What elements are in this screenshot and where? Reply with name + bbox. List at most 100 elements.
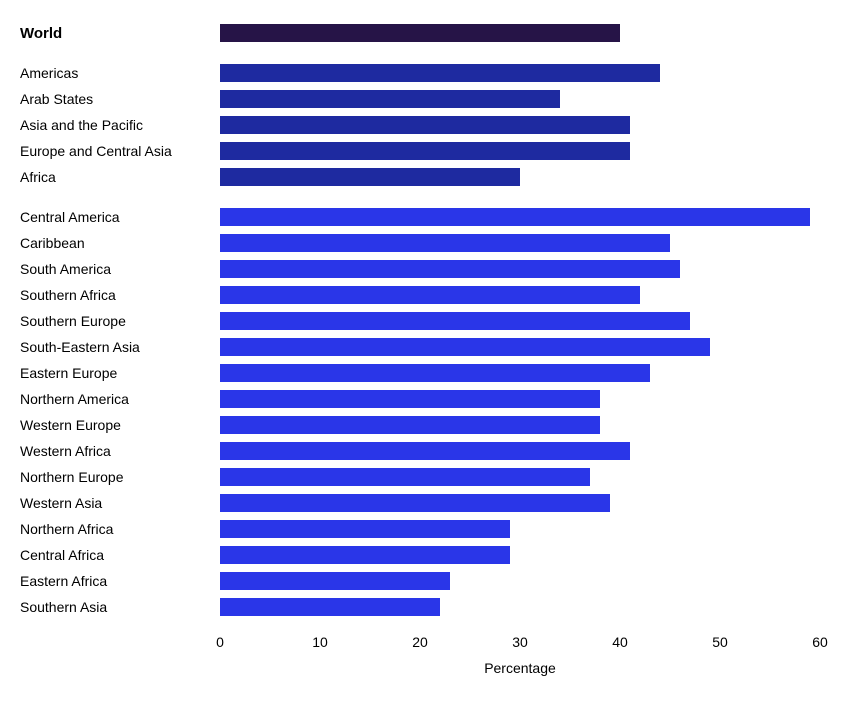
bar [220,598,440,616]
bar [220,312,690,330]
bar-track [220,442,820,460]
bar-row: Americas [20,60,845,86]
bar-row: Central Africa [20,542,845,568]
bar-row: Northern America [20,386,845,412]
bar-label: Americas [20,65,220,81]
bar-row: Western Europe [20,412,845,438]
bar-track [220,208,820,226]
x-axis-area: 0 10 20 30 40 50 60 [20,634,845,656]
bar [220,90,560,108]
bar [220,390,600,408]
bar-row: Western Asia [20,490,845,516]
bar-group-subregions: Central America Caribbean South America Sou… [20,204,845,620]
bar [220,338,710,356]
bar-track [220,64,820,82]
x-tick: 10 [312,634,328,650]
bar [220,24,620,42]
axis-title-spacer [20,660,220,676]
bar [220,260,680,278]
bar-track [220,468,820,486]
bar-track [220,494,820,512]
bar-track [220,520,820,538]
axis-spacer [20,634,220,656]
bar-row: Northern Africa [20,516,845,542]
bar-label: Africa [20,169,220,185]
bar-track [220,364,820,382]
bar [220,546,510,564]
bar-track [220,286,820,304]
bar-track [220,338,820,356]
bar-row: Central America [20,204,845,230]
bar-label: Arab States [20,91,220,107]
bar-label: Central Africa [20,547,220,563]
bar-track [220,572,820,590]
bar-track [220,416,820,434]
bar-label: Eastern Africa [20,573,220,589]
bar-row: Arab States [20,86,845,112]
bar-label: Western Europe [20,417,220,433]
bar [220,520,510,538]
bar-label: Southern Asia [20,599,220,615]
bar [220,208,810,226]
bar-row: Africa [20,164,845,190]
x-axis-title: Percentage [220,660,820,676]
bar-row: Eastern Europe [20,360,845,386]
bar [220,286,640,304]
bar-label: Caribbean [20,235,220,251]
bar [220,364,650,382]
bar-track [220,116,820,134]
bar-row: Southern Europe [20,308,845,334]
bar-row: South-Eastern Asia [20,334,845,360]
bar-track [220,234,820,252]
bar [220,234,670,252]
bar-label: South-Eastern Asia [20,339,220,355]
bar [220,168,520,186]
bar-label: Europe and Central Asia [20,143,220,159]
bar-label: World [20,25,220,42]
bar-group-regions: Americas Arab States Asia and the Pacific E… [20,60,845,190]
x-tick: 20 [412,634,428,650]
bar-row: Western Africa [20,438,845,464]
bar [220,64,660,82]
bar-track [220,90,820,108]
bar-track [220,312,820,330]
bar-label: Northern America [20,391,220,407]
bar [220,416,600,434]
bar-label: Eastern Europe [20,365,220,381]
bar-row: Eastern Africa [20,568,845,594]
bar-row: Northern Europe [20,464,845,490]
x-tick: 40 [612,634,628,650]
bar-label: Asia and the Pacific [20,117,220,133]
bar-track [220,24,820,42]
bar [220,116,630,134]
bar-track [220,390,820,408]
bar-groups-container: World Americas Arab States Asia and the Pac… [20,20,845,620]
bar [220,494,610,512]
bar-track [220,546,820,564]
bar-row: Southern Africa [20,282,845,308]
bar-label: Southern Africa [20,287,220,303]
x-tick: 60 [812,634,828,650]
bar-label: Northern Europe [20,469,220,485]
bar-label: South America [20,261,220,277]
bar [220,442,630,460]
x-tick: 50 [712,634,728,650]
bar-label: Central America [20,209,220,225]
bar-label: Northern Africa [20,521,220,537]
bar [220,468,590,486]
bar [220,572,450,590]
horizontal-bar-chart: World Americas Arab States Asia and the Pac… [0,0,865,696]
bar-track [220,260,820,278]
x-axis: 0102030405060 [220,634,820,656]
bar-track [220,598,820,616]
bar [220,142,630,160]
bar-row: Europe and Central Asia [20,138,845,164]
x-axis-title-row: Percentage [20,660,845,676]
bar-row: Asia and the Pacific [20,112,845,138]
bar-label: Western Asia [20,495,220,511]
bar-row: Southern Asia [20,594,845,620]
x-tick: 0 [216,634,224,650]
bar-row: South America [20,256,845,282]
bar-track [220,142,820,160]
x-tick: 30 [512,634,528,650]
